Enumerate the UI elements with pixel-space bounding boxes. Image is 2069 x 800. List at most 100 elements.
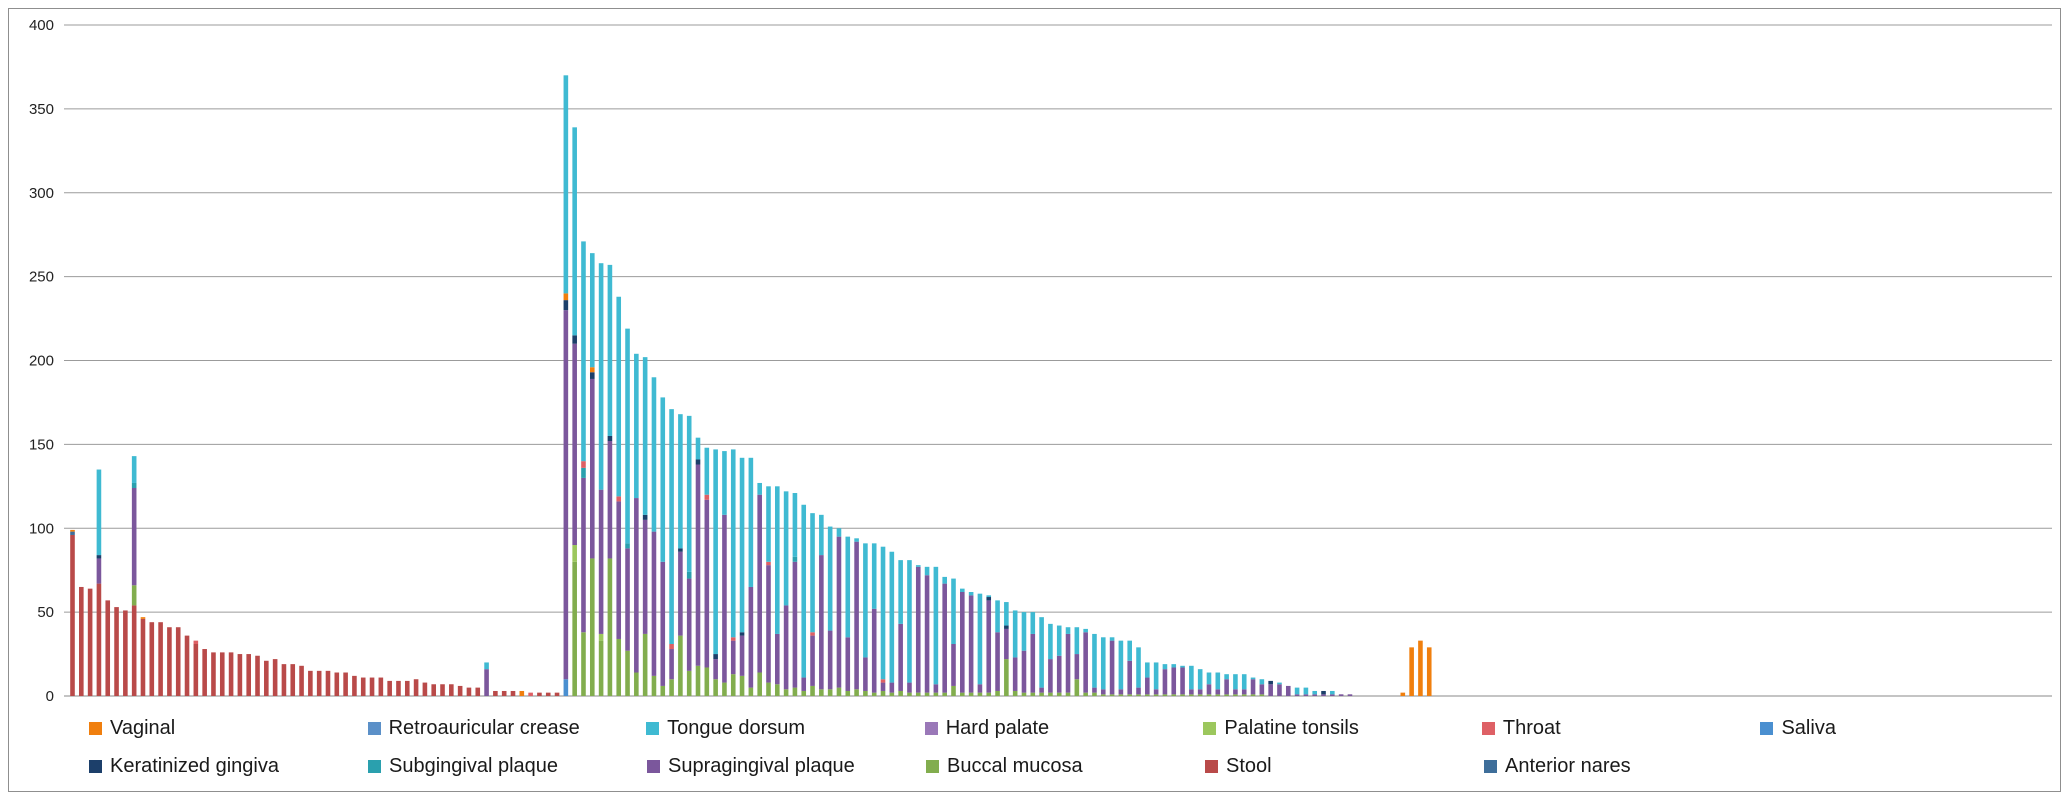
bar-segment-tongue-dorsum (642, 357, 648, 515)
bar-segment-buccal-mucosa (766, 682, 771, 696)
bar-segment-supragingival-plaque (924, 575, 930, 693)
bar-segment-tongue-dorsum (96, 469, 102, 556)
bar-segment-tongue-dorsum (889, 551, 895, 683)
bar-segment-supragingival-plaque (748, 586, 754, 688)
bar-segment-stool (396, 680, 401, 696)
legend-label: Retroauricular crease (388, 716, 580, 739)
bar-segment-supragingival-plaque (995, 632, 1000, 691)
bar-segment-tongue-dorsum (1065, 627, 1071, 634)
bar-segment-tongue-dorsum (1330, 690, 1335, 695)
bar-segment-tongue-dorsum (1074, 627, 1080, 655)
bar-segment-buccal-mucosa (1118, 694, 1124, 696)
bar-segment-supragingival-plaque (616, 501, 622, 639)
bar-segment-tongue-dorsum (766, 486, 771, 562)
bar-segment-tongue-dorsum (810, 513, 815, 633)
bar-segment-supragingival-plaque (1277, 684, 1282, 696)
bar-segment-stool (175, 627, 181, 696)
bar-segment-stool (325, 670, 331, 696)
bar-segment-saliva (563, 679, 569, 696)
bar-segment-supragingival-plaque (1118, 689, 1124, 695)
bar-segment-buccal-mucosa (572, 561, 577, 696)
bar-segment-buccal-mucosa (1048, 692, 1053, 696)
bar-segment-tongue-dorsum (1012, 610, 1018, 658)
bar-segment-throat (616, 496, 622, 502)
bar-segment-supragingival-plaque (1259, 684, 1265, 695)
bar-segment-stool (449, 684, 454, 696)
legend-swatch (1481, 721, 1495, 735)
bar-segment-tongue-dorsum (563, 75, 569, 294)
legend-item: Hard palate (924, 717, 1204, 740)
bar-segment-tongue-dorsum (1215, 672, 1221, 690)
bar-segment-stool (123, 610, 128, 696)
bar-segment-vaginal (519, 690, 525, 696)
legend-item: Supragingival plaque (647, 755, 926, 778)
bar-segment-supragingival-plaque (484, 669, 489, 696)
bar-segment-buccal-mucosa (695, 665, 701, 696)
bar-segment-supragingival-plaque (827, 630, 833, 690)
bar-segment-keratinized-gingiva (713, 654, 718, 660)
bar-segment-supragingival-plaque (1285, 685, 1291, 696)
bar-segment-supragingival-plaque (1215, 689, 1221, 695)
bar-segment-buccal-mucosa (845, 690, 851, 696)
bar-segment-buccal-mucosa (598, 640, 604, 696)
bar-segment-buccal-mucosa (995, 690, 1000, 696)
legend-label: Palatine tonsils (1224, 716, 1359, 739)
bar-segment-buccal-mucosa (951, 685, 956, 696)
bar-segment-tongue-dorsum (1127, 640, 1132, 661)
bar-segment-stool (440, 684, 445, 696)
bar-segment-tongue-dorsum (1092, 633, 1097, 688)
bar-segment-tongue-dorsum (1109, 637, 1115, 641)
bar-segment-buccal-mucosa (942, 692, 947, 696)
bar-segment-stool (184, 635, 190, 696)
bar-segment-supragingival-plaque (1136, 687, 1141, 695)
bar-segment-throat (880, 679, 886, 683)
bar-segment-supragingival-plaque (1233, 689, 1238, 695)
y-tick-label: 400 (29, 17, 54, 34)
bar-segment-tongue-dorsum (669, 409, 674, 644)
bar-segment-supragingival-plaque (1347, 694, 1353, 696)
bar-segment-buccal-mucosa (1065, 692, 1071, 696)
bar-segment-buccal-mucosa (589, 558, 595, 696)
bar-segment-supragingival-plaque (933, 684, 939, 693)
legend-label: Tongue dorsum (667, 716, 806, 739)
bar-segment-supragingival-plaque (1162, 669, 1168, 695)
bar-segment-supragingival-plaque (871, 608, 877, 693)
bar-segment-tongue-dorsum (845, 536, 851, 638)
bar-segment-supragingival-plaque (863, 657, 868, 691)
bar-segment-supragingival-plaque (678, 551, 683, 636)
bar-segment-supragingival-plaque (1004, 628, 1009, 660)
bar-segment-subgingival-plaque (625, 543, 630, 549)
bar-segment-throat (730, 637, 736, 641)
bar-segment-supragingival-plaque (598, 489, 604, 634)
bar-segment-tongue-dorsum (1030, 612, 1036, 634)
bar-segment-supragingival-plaque (695, 464, 701, 666)
legend-item: Subgingival plaque (368, 755, 647, 778)
bar-segment-stool (211, 652, 216, 696)
bar-segment-supragingival-plaque (898, 623, 903, 691)
bar-segment-tongue-dorsum (871, 543, 877, 609)
bar-segment-keratinized-gingiva (678, 548, 683, 552)
bar-segment-supragingival-plaque (889, 682, 895, 693)
bar-segment-tongue-dorsum (933, 566, 939, 685)
bar-segment-supragingival-plaque (1074, 654, 1080, 680)
bar-segment-tongue-dorsum (783, 491, 789, 606)
bar-segment-tongue-dorsum (960, 588, 965, 592)
bar-segment-buccal-mucosa (863, 690, 868, 696)
bar-segment-tongue-dorsum (616, 296, 622, 497)
bar-segment-supragingival-plaque (1012, 657, 1018, 691)
bar-segment-supragingival-plaque (1048, 659, 1053, 693)
bar-segment-buccal-mucosa (880, 690, 886, 696)
bar-segment-buccal-mucosa (1030, 692, 1036, 696)
bar-segment-stool (281, 664, 287, 696)
bar-segment-tongue-dorsum (1004, 602, 1009, 626)
y-tick-label: 350 (29, 101, 54, 118)
bar-segment-supragingival-plaque (1321, 694, 1326, 696)
bar-segment-buccal-mucosa (854, 689, 859, 696)
bar-segment-stool (202, 649, 207, 696)
bar-segment-tongue-dorsum (704, 447, 710, 495)
bar-segment-supragingival-plaque (589, 378, 595, 559)
y-tick-label: 200 (29, 353, 54, 370)
bar-segment-stool (387, 680, 392, 696)
bar-segment-tongue-dorsum (942, 576, 947, 584)
bar-segment-tongue-dorsum (1259, 679, 1265, 685)
